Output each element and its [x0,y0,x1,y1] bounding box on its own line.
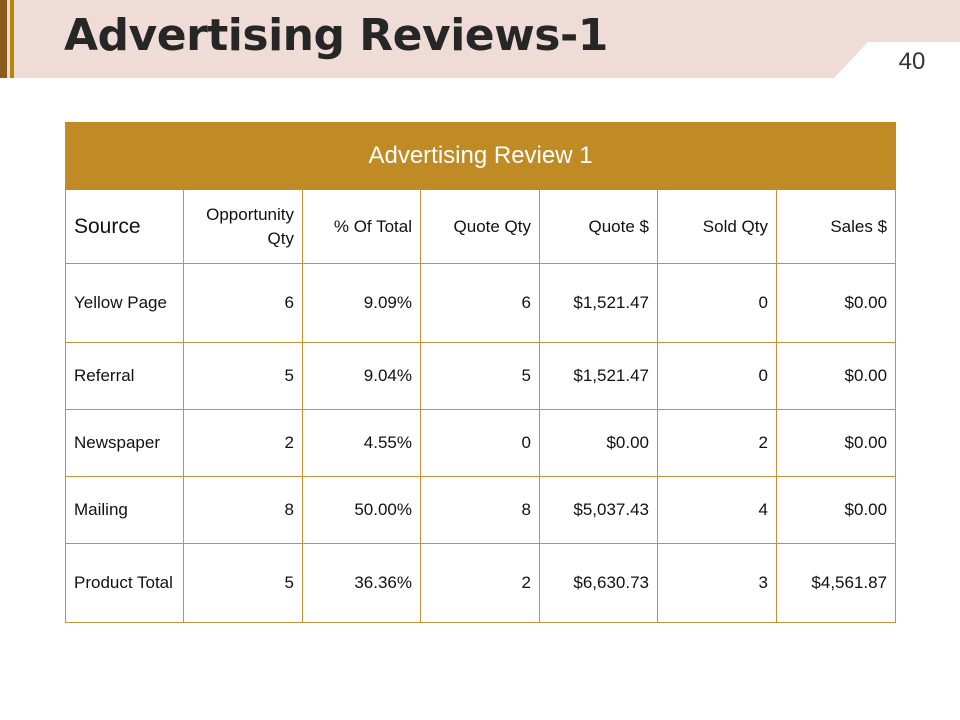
quote-amount-cell: $0.00 [539,409,658,477]
opportunity-qty-cell: 2 [183,409,303,477]
page-title: Advertising Reviews-1 [64,10,608,61]
sold-qty-cell: 0 [657,263,777,343]
quote-amount-cell: $6,630.73 [539,543,658,623]
table-caption: Advertising Review 1 [64,122,897,190]
advertising-review-table: Advertising Review 1 Source Opportunity … [64,122,897,623]
quote-amount-cell: $1,521.47 [539,263,658,343]
table-row: Newspaper 2 4.55% 0 $0.00 2 $0.00 [65,409,897,477]
sales-amount-cell: $0.00 [775,409,897,477]
quote-qty-cell: 0 [420,409,540,477]
column-header-opportunity-qty: Opportunity Qty [183,189,303,264]
sold-qty-cell: 4 [657,476,777,544]
accent-bar-gold [10,0,14,78]
percent-of-total-cell: 9.04% [302,342,421,410]
percent-of-total-cell: 9.09% [302,263,421,343]
opportunity-qty-cell: 8 [183,476,303,544]
accent-bar-dark [0,0,7,78]
sales-amount-cell: $0.00 [775,342,897,410]
source-cell: Referral [65,342,184,410]
opportunity-qty-cell: 5 [183,342,303,410]
percent-of-total-cell: 4.55% [302,409,421,477]
percent-of-total-cell: 50.00% [302,476,421,544]
source-cell: Yellow Page [65,263,184,343]
column-header-percent-of-total: % Of Total [302,189,421,264]
quote-qty-cell: 6 [420,263,540,343]
sales-amount-cell: $0.00 [775,263,897,343]
header-band [0,0,960,78]
quote-qty-cell: 8 [420,476,540,544]
table-header-row: Source Opportunity Qty % Of Total Quote … [65,189,897,264]
quote-qty-cell: 2 [420,543,540,623]
quote-qty-cell: 5 [420,342,540,410]
table-row: Product Total 5 36.36% 2 $6,630.73 3 $4,… [65,543,897,623]
quote-amount-cell: $5,037.43 [539,476,658,544]
column-header-sold-qty: Sold Qty [657,189,777,264]
table-row: Yellow Page 6 9.09% 6 $1,521.47 0 $0.00 [65,263,897,343]
sales-amount-cell: $4,561.87 [775,543,897,623]
source-cell: Product Total [65,543,184,623]
table-row: Mailing 8 50.00% 8 $5,037.43 4 $0.00 [65,476,897,544]
column-header-quote-amount: Quote $ [539,189,658,264]
opportunity-qty-cell: 5 [183,543,303,623]
column-header-sales-amount: Sales $ [775,189,897,264]
percent-of-total-cell: 36.36% [302,543,421,623]
sales-amount-cell: $0.00 [775,476,897,544]
source-cell: Newspaper [65,409,184,477]
sold-qty-cell: 0 [657,342,777,410]
page-number: 40 [898,48,926,75]
opportunity-qty-cell: 6 [183,263,303,343]
table-caption-row: Advertising Review 1 [64,122,897,190]
sold-qty-cell: 2 [657,409,777,477]
table-row: Referral 5 9.04% 5 $1,521.47 0 $0.00 [65,342,897,410]
column-header-source: Source [65,189,184,264]
source-cell: Mailing [65,476,184,544]
column-header-quote-qty: Quote Qty [420,189,540,264]
sold-qty-cell: 3 [657,543,777,623]
quote-amount-cell: $1,521.47 [539,342,658,410]
